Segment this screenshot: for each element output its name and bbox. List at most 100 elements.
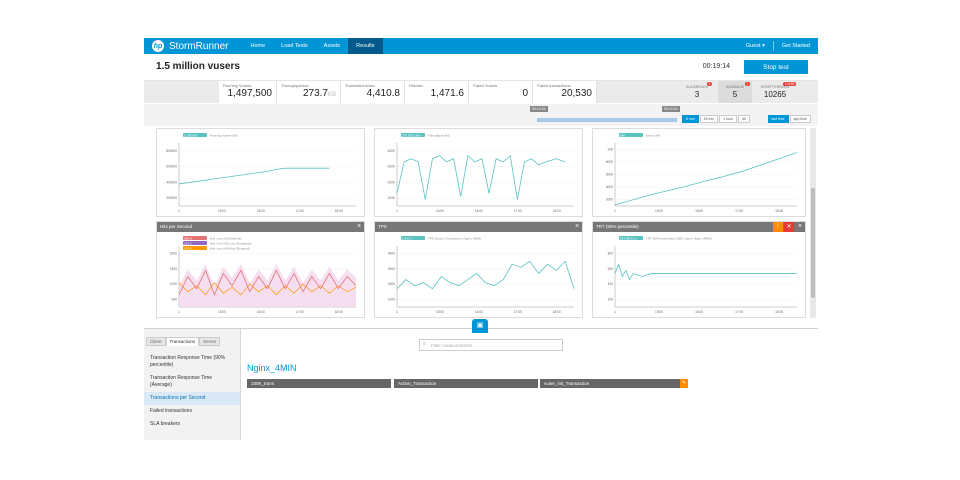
sidebar-item-trt-90[interactable]: Transaction Response Time (90% percentil… <box>150 355 226 368</box>
tab-server[interactable]: Server <box>199 337 221 346</box>
range-1hour[interactable]: 1 hour <box>719 115 738 123</box>
sidebar-item-sla[interactable]: SLA breakers <box>150 421 181 427</box>
x-tick-label: 17:00 <box>514 209 522 213</box>
chart-title: TRT (90% percentile) <box>593 222 805 232</box>
close-icon[interactable]: × <box>797 223 803 230</box>
chevron-down-icon: ▾ <box>762 43 765 49</box>
edit-icon[interactable]: ✎ <box>680 379 688 388</box>
tab-transactions[interactable]: Transactions <box>165 337 200 346</box>
chart-icon: ▣ <box>476 322 484 329</box>
title-row: 1.5 million vusers 00:19:14 Stop test <box>144 54 818 81</box>
x-tick-label: 17:00 <box>735 209 743 213</box>
x-tick-label: 17:00 <box>514 310 522 314</box>
nav-home[interactable]: Home <box>250 43 266 49</box>
legend-label: TRT (90% percentile) (100K_trans | Nginx… <box>646 236 712 240</box>
transaction-chip[interactable]: vuser_init_Transaction ✎ <box>540 379 688 388</box>
close-icon[interactable]: × <box>574 223 580 230</box>
metric-failed-transactions[interactable]: Failed transactions 20,530 <box>533 81 597 103</box>
scrollbar[interactable] <box>810 128 816 318</box>
x-tick-label: 16:00 <box>257 209 265 213</box>
hp-logo-icon: hp <box>152 40 164 52</box>
sla-breach[interactable]: SLA BREACH 3 3 <box>680 81 714 103</box>
chart-running-vusers[interactable]: 1,245,830 Running Vusers (All) 800000 60000… <box>156 128 365 217</box>
y-tick-label: 4000 <box>388 252 395 256</box>
metric-throughput[interactable]: Throughput/sec 273.7KB <box>277 81 341 103</box>
page-title: 1.5 million vusers <box>156 61 240 72</box>
warning-icon[interactable]: ! <box>773 222 783 232</box>
x-tick-label: 15:00 <box>218 310 226 314</box>
chart-errors[interactable]: 88K Errors (All) 10K 8000 6000 4000 2000 1 15:00… <box>592 128 806 217</box>
panel-toggle-button[interactable]: ▣ <box>472 319 488 333</box>
y-tick-label: 400000 <box>166 180 177 184</box>
get-started-link[interactable]: Get Started <box>781 43 810 49</box>
chart-throughput[interactable]: 275,029.1 Byt Throughput (All) 400K 300K 200… <box>374 128 583 217</box>
metric-value: 1,471.6 <box>430 88 464 99</box>
app-time-button[interactable]: app time <box>789 115 811 123</box>
transaction-chip[interactable]: Action_Transaction <box>394 379 538 388</box>
y-tick-label: 1500 <box>170 267 177 271</box>
metric-failed-vusers[interactable]: Failed Vusers 0 <box>469 81 533 103</box>
sidebar-item-failed[interactable]: Failed transactions <box>150 408 192 414</box>
metric-running-vusers[interactable]: Running Vusers 1,497,500 <box>219 81 277 103</box>
metric-label: Running Vusers <box>223 83 252 88</box>
nav-results[interactable]: Results <box>348 38 383 54</box>
error-icon[interactable]: ✕ <box>784 222 794 232</box>
user-menu[interactable]: Guest ▾ <box>738 38 773 54</box>
tab-client[interactable]: Client <box>146 337 166 346</box>
last-time-button[interactable]: last time <box>767 115 789 123</box>
metric-transactions[interactable]: Transactions/sec 4,410.8 <box>341 81 405 103</box>
legend-swatch <box>619 236 643 240</box>
metric-value: 20,530 <box>561 88 592 99</box>
script-errors-badge: 10265 <box>783 82 796 86</box>
scroll-thumb[interactable] <box>811 188 815 298</box>
chart-trt[interactable]: 543.35971 s TRT (90% percentile) (100K_tr… <box>592 221 806 318</box>
search-input[interactable] <box>431 340 559 350</box>
series-line <box>178 167 330 185</box>
chart-title: Hits per Second <box>157 222 364 232</box>
range-all[interactable]: All <box>738 115 750 123</box>
x-tick-label: 18:00 <box>335 310 343 314</box>
y-tick-label: 1000 <box>388 297 395 301</box>
script-errors[interactable]: SCRIPT ERRORS 10265 10265 <box>754 81 796 103</box>
sidebar-item-trt-avg[interactable]: Transaction Response Time (Average) <box>150 375 213 388</box>
range-15min[interactable]: 15 min <box>699 115 719 123</box>
metric-label: Transactions/sec <box>345 83 376 88</box>
metric-hits[interactable]: Hits/sec 1,471.6 <box>405 81 469 103</box>
sla-label: SLA BREACH <box>686 85 708 89</box>
script-errors-value: 10265 <box>763 90 787 99</box>
transaction-chip[interactable]: 100K_trans <box>247 379 391 388</box>
live-buttons: last time app time <box>767 115 812 123</box>
logo[interactable]: hp StormRunner <box>152 40 242 52</box>
timeline-start-tag: 00:14:24 <box>530 106 548 112</box>
y-tick-label: 400 <box>608 282 614 286</box>
chart-svg: 1,947.2 TPS (Action_Transaction | Nginx_4… <box>388 236 575 314</box>
legend-value: 88K <box>620 133 625 137</box>
logo-text: StormRunner <box>169 40 229 52</box>
y-tick-label: 600000 <box>166 165 177 169</box>
nav-assets[interactable]: Assets <box>323 43 341 49</box>
transaction-label: vuser_init_Transaction <box>544 381 590 386</box>
range-5min[interactable]: 5 min <box>682 115 699 123</box>
x-tick-label: 18:00 <box>553 209 561 213</box>
x-tick-label: 16:00 <box>695 209 703 213</box>
anomalies[interactable]: ANOMALIE 5 1 <box>718 81 752 103</box>
legend-label: TPS (Action_Transaction | Nginx_4MIN) <box>428 236 481 240</box>
metric-value: 0 <box>522 88 528 99</box>
elapsed-timer: 00:19:14 <box>702 63 730 70</box>
y-tick-label: 800 <box>608 252 614 256</box>
series-line <box>614 152 798 206</box>
timeline-selection[interactable] <box>537 118 677 122</box>
throughput-unit: KB <box>327 92 336 98</box>
y-tick-label: 200 <box>608 297 614 301</box>
x-tick-label: 18:00 <box>335 209 343 213</box>
legend-value: 543.35971 s <box>620 236 637 240</box>
stop-test-button[interactable]: Stop test <box>744 60 808 74</box>
chart-hits-per-second[interactable]: 350.8 Hits / sec (All) (Internal) 120.2 Hit… <box>156 221 365 318</box>
close-icon[interactable]: × <box>356 223 362 230</box>
series-line <box>614 263 797 281</box>
sla-value: 3 <box>694 90 700 99</box>
nav-load-tests[interactable]: Load Tests <box>281 43 308 49</box>
legend-value: 350.8 <box>184 236 192 240</box>
chart-tps[interactable]: 1,947.2 TPS (Action_Transaction | Nginx_4… <box>374 221 583 318</box>
sidebar-item-tps[interactable]: Transactions per Second <box>144 392 240 405</box>
